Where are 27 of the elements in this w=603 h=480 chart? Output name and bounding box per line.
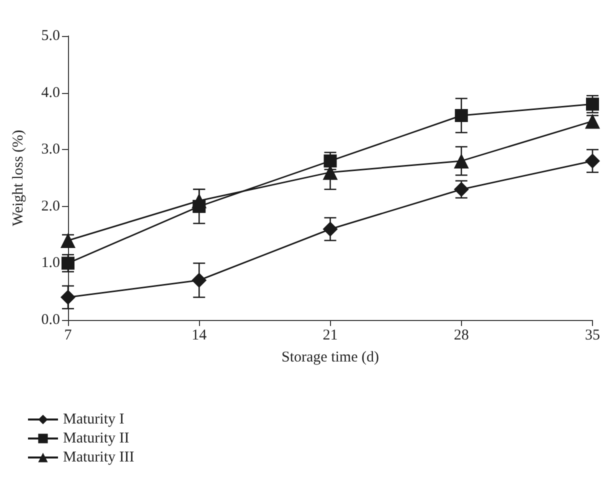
x-tick-label: 35 xyxy=(585,328,600,344)
y-tick-label: 0.0 xyxy=(41,312,60,328)
y-tick-label: 4.0 xyxy=(41,84,60,101)
y-axis-title: Weight loss (%) xyxy=(10,130,26,226)
y-tick-label: 2.0 xyxy=(41,198,60,214)
y-tick-label: 1.0 xyxy=(41,255,60,272)
x-tick-label: 21 xyxy=(322,328,338,344)
x-tick-label: 7 xyxy=(64,328,72,344)
x-tick-label: 28 xyxy=(454,328,469,344)
x-tick-label: 14 xyxy=(192,328,208,344)
y-tick-label: 5.0 xyxy=(41,28,60,44)
point xyxy=(322,222,338,237)
point xyxy=(192,200,206,213)
legend-label: Maturity I xyxy=(63,412,124,428)
point xyxy=(62,256,74,270)
point xyxy=(192,272,207,288)
point xyxy=(60,232,76,248)
point xyxy=(586,98,599,111)
point xyxy=(454,109,468,122)
point xyxy=(585,114,600,129)
legend-label: Maturity II xyxy=(63,430,130,446)
y-tick-label: 3.0 xyxy=(41,142,60,158)
point xyxy=(585,153,600,168)
legend-label: Maturity III xyxy=(63,450,134,466)
x-axis-title: Storage time (d) xyxy=(282,350,379,366)
point xyxy=(454,153,469,168)
point xyxy=(60,290,76,305)
